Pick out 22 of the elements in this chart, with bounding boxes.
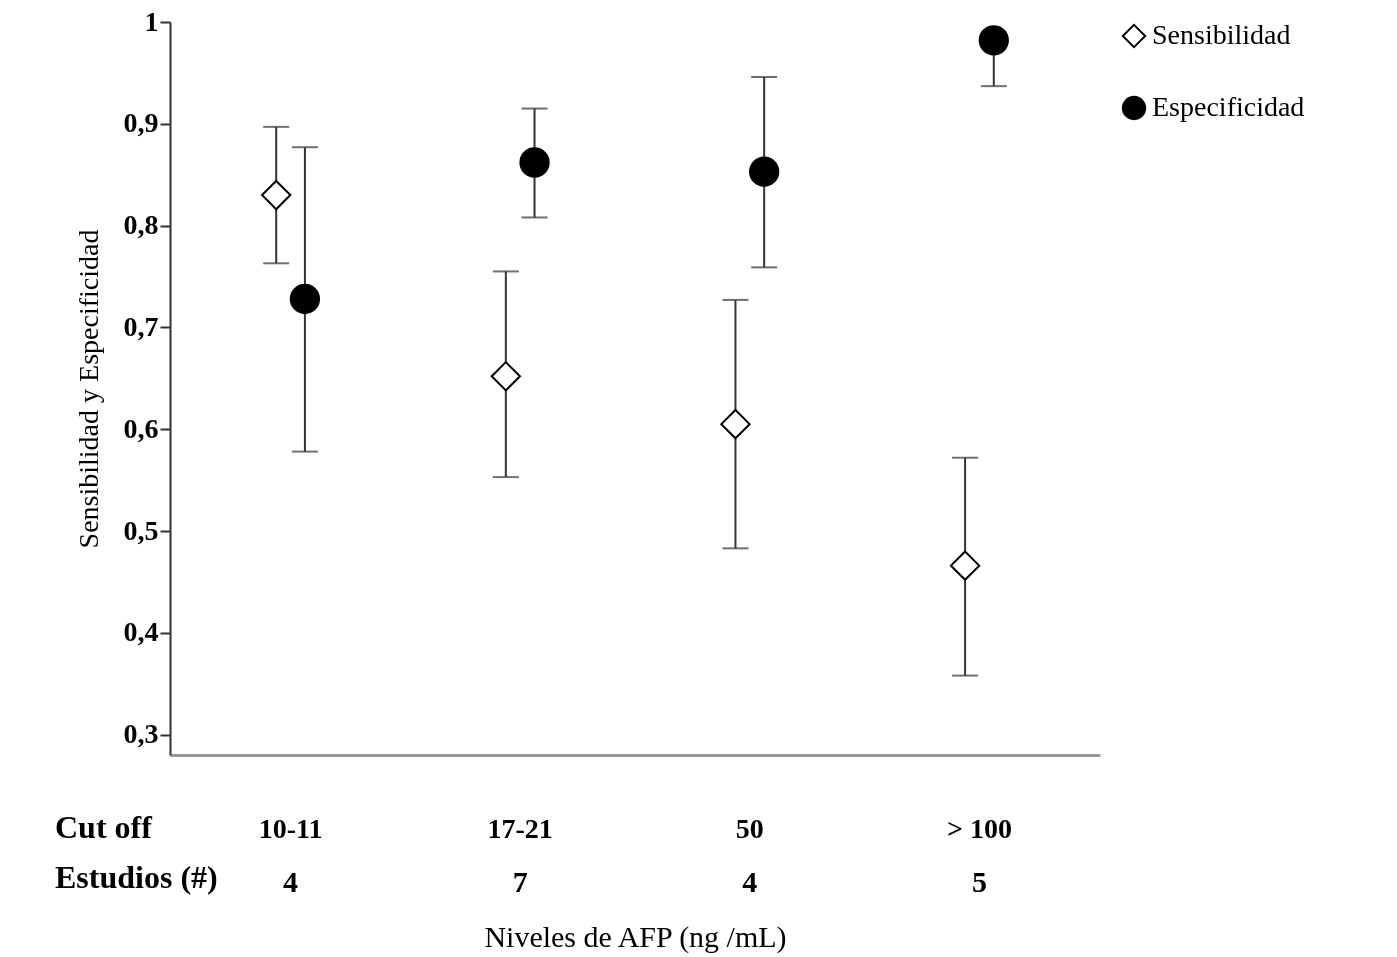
y-tick-label: 0,9 bbox=[123, 107, 159, 139]
text: 4 bbox=[283, 865, 299, 898]
x-tick-label: 17-21 bbox=[487, 812, 553, 844]
y-tick-label: 0,7 bbox=[123, 310, 159, 342]
y-tick-label: 0,5 bbox=[123, 514, 159, 546]
y-tick-label: 0,8 bbox=[123, 209, 159, 241]
y-tick-label: 0,3 bbox=[123, 718, 159, 750]
x-tick-label: 50 bbox=[735, 812, 764, 844]
y-tick-label: 0,4 bbox=[123, 616, 159, 648]
legend-label: Especificidad bbox=[1152, 91, 1305, 122]
y-tick-label: 0,6 bbox=[123, 412, 159, 444]
x-axis-title: Niveles de AFP (ng /mL) bbox=[484, 919, 787, 954]
y-tick-label: 1 bbox=[144, 5, 159, 37]
text: Estudios (#) bbox=[55, 859, 218, 895]
x-tick-label: > 100 bbox=[946, 812, 1012, 844]
text: 7 bbox=[512, 865, 528, 898]
y-axis-title: Sensibilidad y Especificidad bbox=[72, 229, 104, 549]
x-tick-label: 10-11 bbox=[258, 812, 323, 844]
legend-label: Sensibilidad bbox=[1152, 19, 1291, 50]
text: Cut off bbox=[55, 809, 153, 845]
text: 5 bbox=[971, 865, 987, 898]
text: 4 bbox=[742, 865, 758, 898]
